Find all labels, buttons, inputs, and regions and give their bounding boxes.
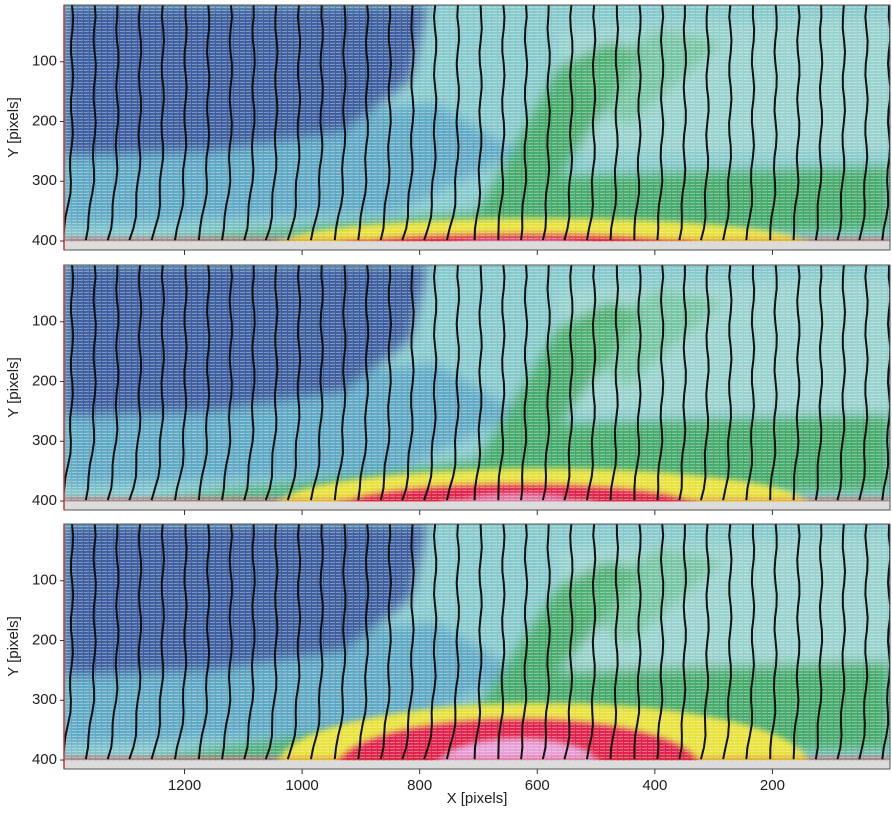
plot-area: [63, 524, 890, 814]
x-tick-label: 800: [407, 777, 432, 794]
y-axis-label: Y [pixels]: [5, 97, 22, 158]
plot-area: [63, 265, 890, 542]
y-tick-label: 400: [32, 492, 57, 509]
figure: 100 200 300 400 Y [pixels] 100 200 300 400 Y [pix…: [0, 0, 892, 814]
y-tick-label: 200: [32, 631, 57, 648]
x-tick-label: 200: [760, 777, 785, 794]
x-tick-label: 400: [642, 777, 667, 794]
x-tick-label: 1200: [168, 777, 201, 794]
y-tick-label: 100: [32, 313, 57, 330]
y-axis-label: Y [pixels]: [5, 616, 22, 677]
y-tick-label: 300: [32, 432, 57, 449]
x-axis-label: X [pixels]: [447, 790, 508, 807]
y-tick-label: 400: [32, 751, 57, 768]
y-tick-label: 300: [32, 691, 57, 708]
y-tick-label: 400: [32, 232, 57, 249]
x-tick-label: 600: [525, 777, 550, 794]
y-tick-label: 200: [32, 112, 57, 129]
page: {"chart_data": [ {"type": "contour", "yl…: [0, 0, 892, 819]
y-axis-label: Y [pixels]: [5, 357, 22, 418]
y-tick-label: 100: [32, 572, 57, 589]
y-tick-label: 200: [32, 372, 57, 389]
x-tick-label: 1000: [285, 777, 318, 794]
y-tick-label: 100: [32, 53, 57, 70]
plot-area: [63, 5, 890, 272]
y-tick-label: 300: [32, 172, 57, 189]
